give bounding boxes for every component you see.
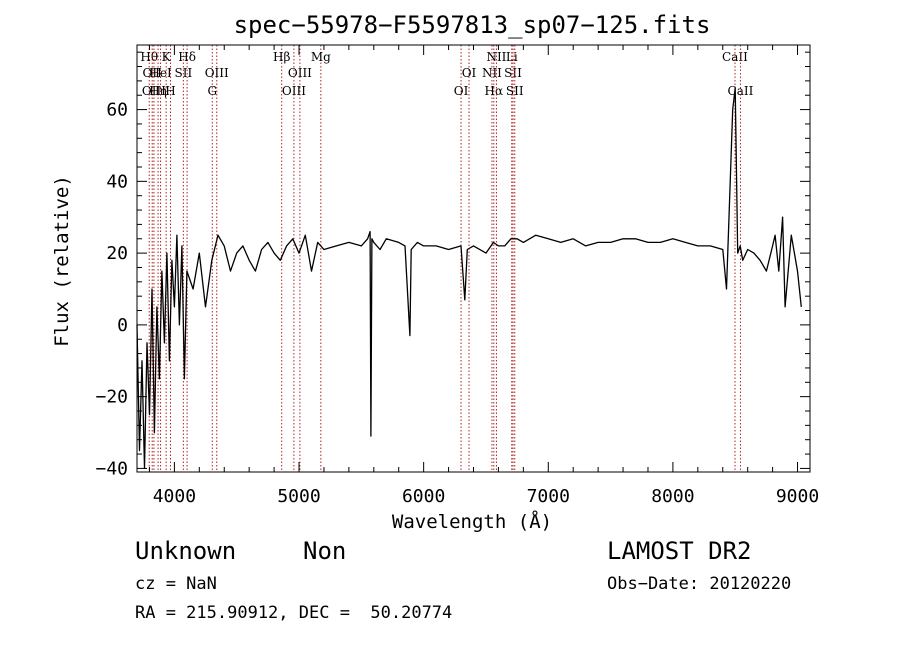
coords-label: RA = 215.90912, DEC = 50.20774: [135, 603, 453, 623]
x-tick-label: 6000: [402, 486, 445, 507]
y-tick-label: 0: [117, 315, 128, 336]
line-label: OIII: [205, 66, 229, 80]
emission-lines-layer: HθOIIOIIIHηHeIKHSIIHδGOIIIHβOIIIOIIIMgOI…: [140, 45, 754, 472]
line-label: SII: [504, 66, 522, 80]
y-tick-label: −20: [95, 387, 128, 408]
y-tick-label: 60: [106, 100, 128, 121]
cz-label: cz = NaN: [135, 574, 217, 594]
line-label: Hη: [149, 84, 167, 98]
line-label: K: [162, 50, 172, 64]
line-label: Li: [506, 50, 518, 64]
x-axis: 4000 5000 6000 7000 8000 9000: [148, 45, 819, 507]
line-label: Hδ: [178, 50, 196, 64]
x-axis-label: Wavelength (Å): [392, 510, 552, 533]
line-label: Hβ: [273, 50, 290, 64]
line-label: NII: [486, 50, 506, 64]
line-label: H: [165, 84, 175, 98]
line-label: Mg: [311, 50, 331, 64]
y-tick-label: −40: [95, 458, 128, 479]
x-tick-label: 5000: [277, 486, 320, 507]
obs-date-label: Obs−Date: 20120220: [607, 574, 792, 594]
line-label: Hα: [485, 84, 504, 98]
line-label: SII: [506, 84, 524, 98]
x-tick-label: 4000: [153, 486, 196, 507]
y-axis: −40 −20 0 20 40 60: [95, 51, 810, 479]
y-tick-label: 40: [106, 171, 128, 192]
line-label: CaII: [722, 50, 748, 64]
spectrum-series-line: [136, 87, 802, 470]
plot-frame: [136, 44, 811, 473]
line-label: OIII: [282, 84, 306, 98]
line-label: OII: [143, 66, 163, 80]
line-label: G: [207, 84, 217, 98]
line-label: Hθ: [140, 50, 158, 64]
x-tick-label: 8000: [651, 486, 694, 507]
chart-title: spec−55978−F5597813_sp07−125.fits: [234, 11, 711, 39]
subclass-label: Non: [303, 537, 347, 565]
line-label: NII: [482, 66, 502, 80]
y-axis-label: Flux (relative): [51, 175, 73, 347]
line-label: OI: [462, 66, 477, 80]
line-label: OI: [454, 84, 469, 98]
line-label: HeI: [149, 66, 172, 80]
survey-label: LAMOST DR2: [607, 537, 752, 565]
line-label: SII: [175, 66, 193, 80]
line-label: OIII: [288, 66, 312, 80]
x-tick-label: 9000: [776, 486, 819, 507]
class-label: Unknown: [135, 537, 237, 565]
x-tick-label: 7000: [527, 486, 570, 507]
y-tick-label: 20: [106, 243, 128, 264]
line-label: CaII: [728, 84, 754, 98]
